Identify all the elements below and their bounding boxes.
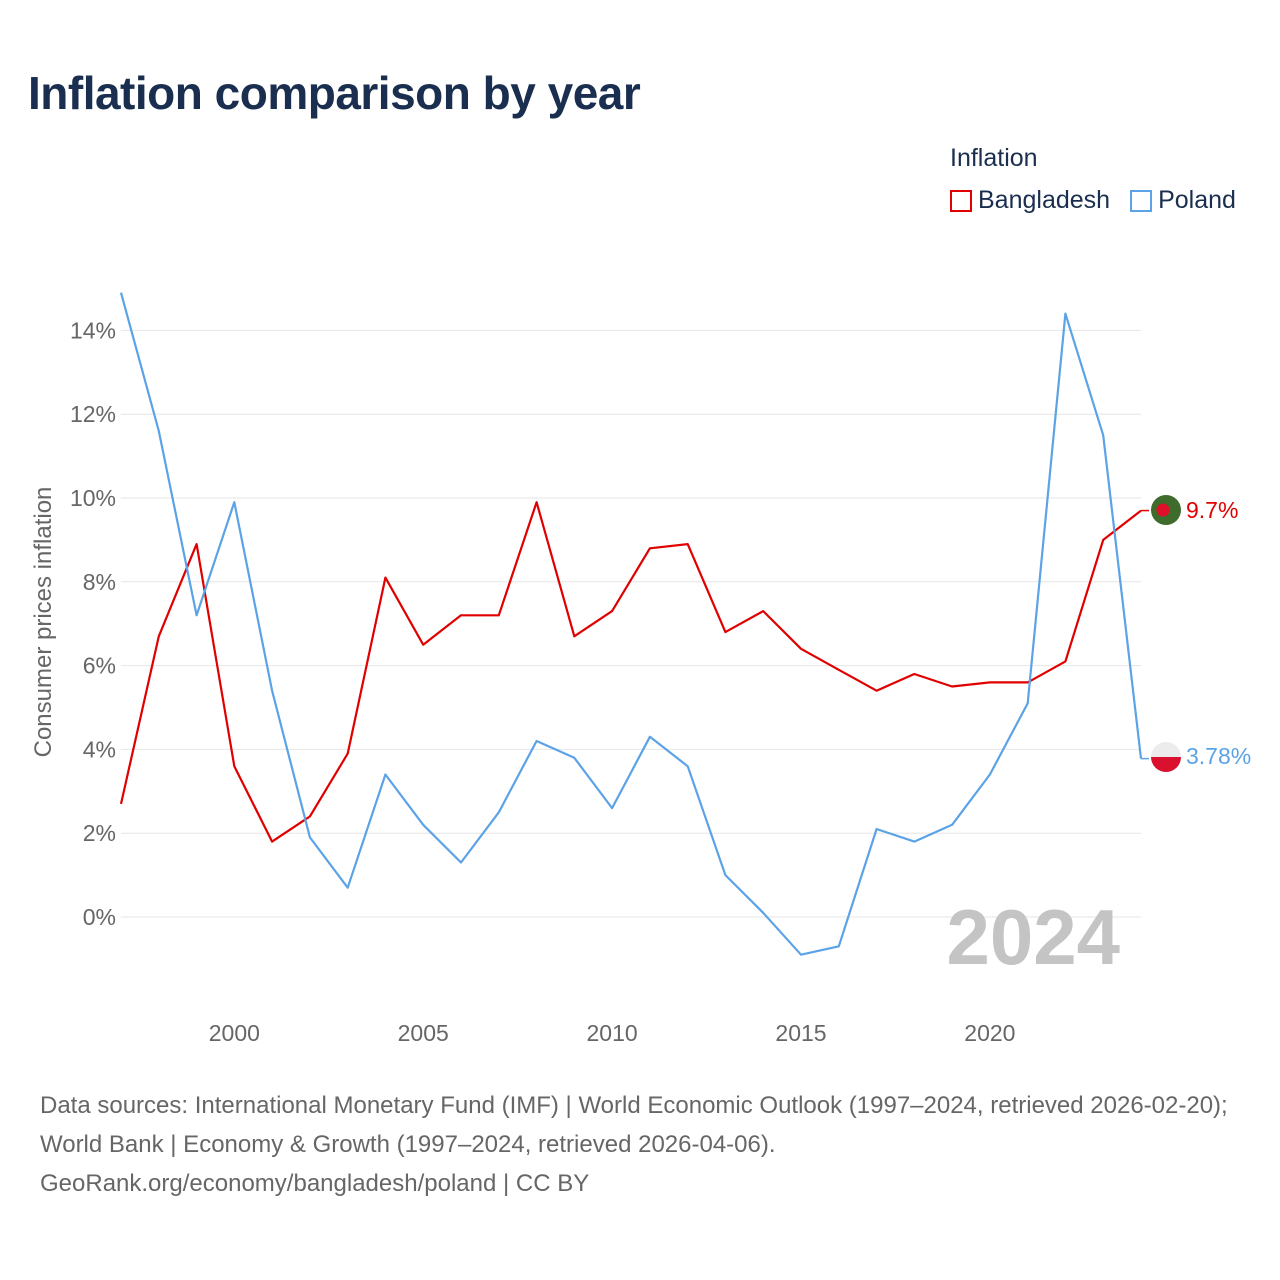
y-tick-label: 4%: [83, 736, 116, 762]
x-tick-label: 2020: [964, 1020, 1015, 1046]
chart-title: Inflation comparison by year: [28, 67, 641, 119]
y-tick-label: 0%: [83, 904, 116, 930]
source-line-2[interactable]: GeoRank.org/economy/bangladesh/poland | …: [40, 1170, 590, 1197]
current-year-watermark: 2024: [946, 893, 1120, 981]
y-tick-label: 12%: [70, 401, 116, 427]
series-lines: [119, 292, 1149, 956]
y-tick-label: 14%: [70, 317, 116, 343]
bangladesh-end-label: 9.7%: [1186, 497, 1238, 523]
y-tick-label: 10%: [70, 485, 116, 511]
legend-heading: Inflation: [950, 144, 1038, 172]
y-tick-label: 2%: [83, 820, 116, 846]
x-tick-label: 2000: [209, 1020, 260, 1046]
x-tick-label: 2005: [398, 1020, 449, 1046]
legend-label-poland: Poland: [1158, 186, 1236, 214]
gridlines: [121, 329, 1141, 918]
legend-item-bangladesh[interactable]: Bangladesh: [950, 186, 1110, 215]
series-line-bangladesh[interactable]: [119, 501, 1142, 843]
legend: Bangladesh Poland: [950, 186, 1236, 215]
source-line-1: Data sources: International Monetary Fun…: [40, 1092, 1228, 1158]
x-tick-label: 2015: [775, 1020, 826, 1046]
legend-swatch-bangladesh: [950, 189, 972, 212]
y-axis-label: Consumer prices inflation: [30, 487, 57, 758]
y-axis-ticks: 0% 2% 4% 6% 8% 10% 12% 14%: [70, 317, 116, 930]
bangladesh-flag-icon: [1151, 495, 1181, 525]
poland-end-label: 3.78%: [1186, 743, 1251, 769]
legend-label-bangladesh: Bangladesh: [978, 186, 1111, 214]
source-note: Data sources: International Monetary Fun…: [40, 1086, 1250, 1203]
poland-flag-icon: [1151, 742, 1181, 772]
legend-item-poland[interactable]: Poland: [1130, 186, 1236, 215]
x-axis-ticks: 2000 2005 2010 2015 2020: [209, 1020, 1016, 1046]
x-tick-label: 2010: [587, 1020, 638, 1046]
series-line-poland[interactable]: [119, 292, 1143, 956]
y-tick-label: 8%: [83, 569, 116, 595]
y-tick-label: 6%: [83, 653, 116, 679]
line-chart: 0% 2% 4% 6% 8% 10% 12% 14% 2000 2005 2010 2015 2020…: [30, 292, 1251, 1046]
legend-swatch-poland: [1130, 189, 1153, 212]
